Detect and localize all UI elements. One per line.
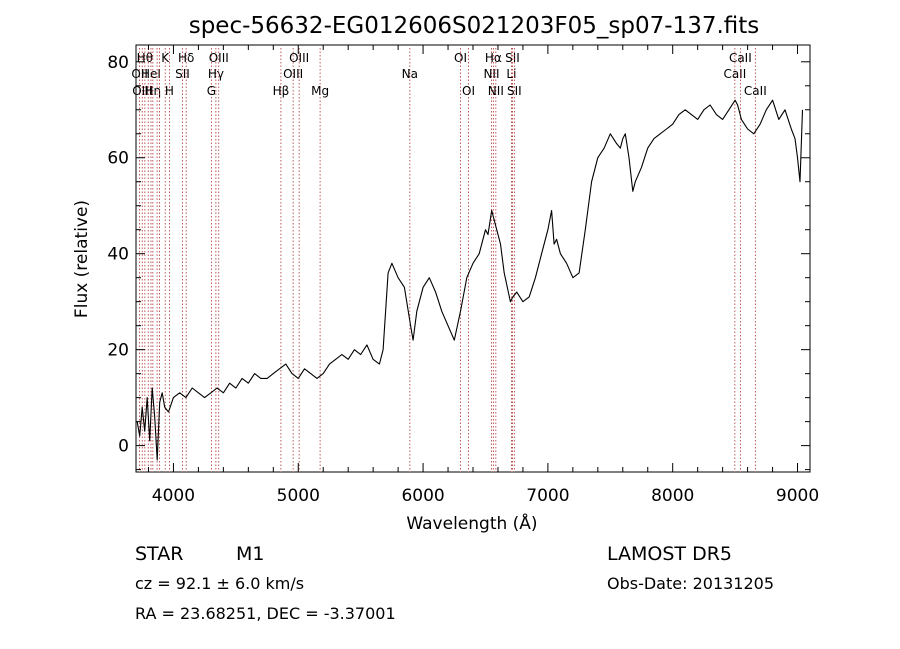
line-marker-label: CaII: [744, 84, 767, 98]
y-axis-label: Flux (relative): [72, 200, 92, 318]
y-tick-label: 0: [118, 437, 129, 457]
info-block: STAR M1 LAMOST DR5 cz = 92.1 ± 6.0 km/s …: [135, 543, 774, 623]
x-axis: 4000 5000 6000 7000 8000 9000: [147, 45, 819, 506]
x-tick-label: 4000: [152, 486, 195, 506]
line-marker-label: Li: [506, 67, 516, 81]
redshift-readout: cz = 92.1 ± 6.0 km/s: [135, 574, 304, 593]
y-tick-label: 40: [107, 245, 129, 265]
y-axis: 0 20 40 60 80: [107, 53, 810, 471]
plot-area: [135, 44, 811, 473]
line-marker-label: Hγ: [208, 67, 224, 81]
x-tick-label: 7000: [526, 486, 569, 506]
line-marker-label: Na: [402, 67, 418, 81]
x-tick-label: 5000: [277, 486, 320, 506]
spectrum-series: [136, 99, 804, 461]
line-marker-label: SII: [505, 51, 520, 65]
plot-border: [135, 44, 811, 473]
line-marker-label: OII: [131, 67, 148, 81]
y-tick-label: 60: [107, 149, 129, 169]
line-marker-label: OI: [462, 84, 475, 98]
line-marker-label: OIII: [209, 51, 229, 65]
line-marker-label: NII: [488, 84, 504, 98]
y-tick-label: 80: [107, 53, 129, 73]
line-marker-label: K: [161, 51, 170, 65]
object-subclass: M1: [236, 543, 264, 565]
x-tick-label: 6000: [401, 486, 444, 506]
line-marker-label: OI: [454, 51, 467, 65]
line-marker-label: H: [165, 84, 174, 98]
line-marker-label: OIII: [132, 84, 152, 98]
x-axis-label: Wavelength (Å): [406, 512, 537, 534]
x-tick-label: 9000: [776, 486, 819, 506]
line-marker-label: SII: [175, 67, 190, 81]
survey-label: LAMOST DR5: [607, 543, 732, 565]
line-marker-label: CaII: [723, 67, 746, 81]
line-marker-label: OIII: [283, 67, 303, 81]
y-tick-label: 20: [107, 341, 129, 361]
spectrum-line: [136, 99, 804, 461]
chart-title: spec-56632-EG012606S021203F05_sp07-137.f…: [189, 13, 760, 39]
line-marker-label: OIII: [289, 51, 309, 65]
line-marker-label: Hβ: [273, 84, 290, 98]
obs-date-readout: Obs-Date: 20131205: [607, 574, 774, 593]
line-marker-label: Mg: [311, 84, 329, 98]
x-tick-label: 8000: [651, 486, 694, 506]
object-class: STAR: [135, 543, 183, 565]
line-marker-label: CaII: [729, 51, 752, 65]
line-marker-label: NII: [483, 67, 499, 81]
line-marker-label: SII: [507, 84, 522, 98]
line-marker-label: Hα: [485, 51, 502, 65]
line-marker-label: Hη: [145, 84, 162, 98]
spectral-line-markers: OIIOIIIHθHeIHηKHSIIHδGHγOIIIHβOIIIOIIIMg…: [131, 48, 767, 472]
coordinates-readout: RA = 23.68251, DEC = -3.37001: [135, 604, 396, 623]
line-marker-label: HeI: [141, 67, 161, 81]
line-marker-label: Hδ: [178, 51, 194, 65]
line-marker-label: G: [207, 84, 216, 98]
